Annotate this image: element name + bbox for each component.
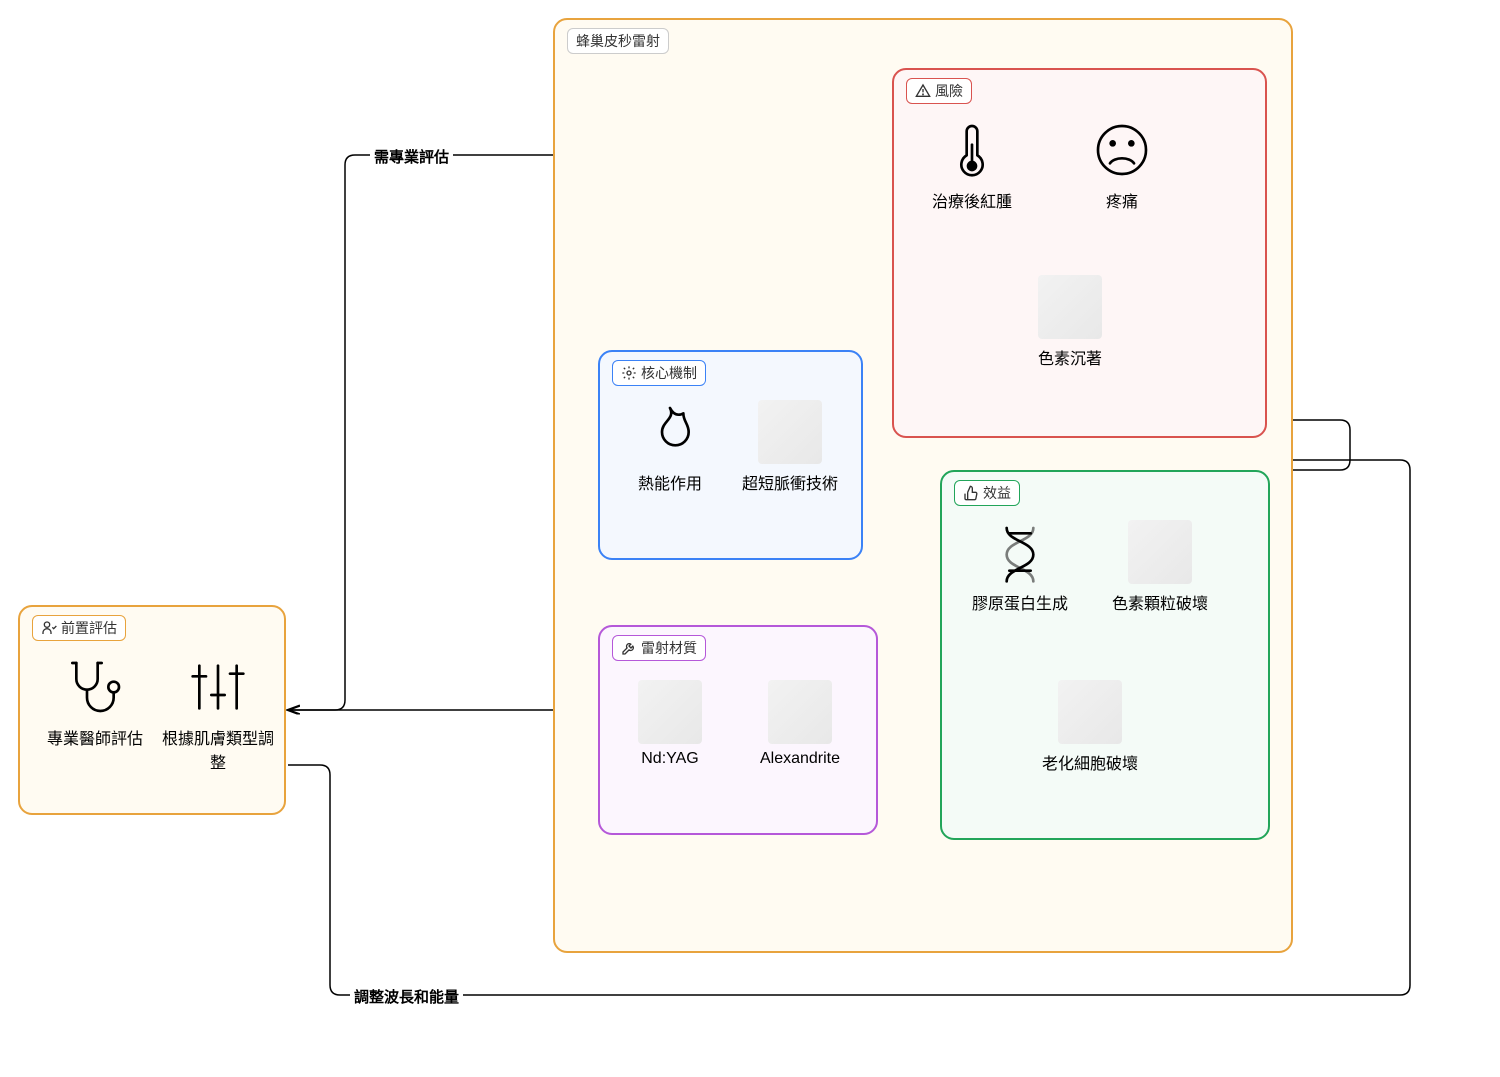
flame-icon — [638, 400, 702, 464]
group-material-label: 雷射材質 — [612, 635, 706, 661]
node-heat: 熱能作用 — [610, 400, 730, 494]
placeholder-icon — [768, 680, 832, 744]
node-label: 熱能作用 — [610, 470, 730, 494]
edge-label-e6: 調整波長和能量 — [350, 986, 463, 1007]
node-doctor_eval: 專業醫師評估 — [35, 655, 155, 749]
node-label: Nd:YAG — [610, 750, 730, 768]
edge-label-e1: 需專業評估 — [370, 146, 453, 167]
group-assessment-label: 前置評估 — [32, 615, 126, 641]
node-label: 疼痛 — [1062, 188, 1182, 212]
placeholder-icon — [1058, 680, 1122, 744]
group-risk-label: 風險 — [906, 78, 972, 104]
node-skin_adjust: 根據肌膚類型調整 — [158, 655, 278, 773]
node-label: 老化細胞破壞 — [1030, 750, 1150, 774]
group-benefit-label: 效益 — [954, 480, 1020, 506]
stethoscope-icon — [63, 655, 127, 719]
node-ndyag: Nd:YAG — [610, 680, 730, 768]
node-aging_break: 老化細胞破壞 — [1030, 680, 1150, 774]
user-check-icon — [41, 620, 57, 636]
placeholder-icon — [1038, 275, 1102, 339]
placeholder-icon — [638, 680, 702, 744]
edge-e4 — [288, 710, 596, 730]
node-label: 色素沉著 — [1010, 345, 1130, 369]
node-collagen: 膠原蛋白生成 — [960, 520, 1080, 614]
warning-icon — [915, 83, 931, 99]
node-label: 色素顆粒破壞 — [1100, 590, 1220, 614]
node-label: Alexandrite — [740, 750, 860, 768]
group-core-label: 核心機制 — [612, 360, 706, 386]
placeholder-icon — [1128, 520, 1192, 584]
thermometer-icon — [940, 118, 1004, 182]
node-pain: 疼痛 — [1062, 118, 1182, 212]
node-pigment_dep: 色素沉著 — [1010, 275, 1130, 369]
node-redness: 治療後紅腫 — [912, 118, 1032, 212]
node-label: 治療後紅腫 — [912, 188, 1032, 212]
dna-icon — [988, 520, 1052, 584]
node-pigment_break: 色素顆粒破壞 — [1100, 520, 1220, 614]
wrench-icon — [621, 640, 637, 656]
thumbs-up-icon — [963, 485, 979, 501]
node-alexandrite: Alexandrite — [740, 680, 860, 768]
sliders-icon — [186, 655, 250, 719]
sad-face-icon — [1090, 118, 1154, 182]
node-label: 膠原蛋白生成 — [960, 590, 1080, 614]
node-label: 專業醫師評估 — [35, 725, 155, 749]
node-label: 超短脈衝技術 — [730, 470, 850, 494]
node-label: 根據肌膚類型調整 — [158, 725, 278, 773]
node-pulse: 超短脈衝技術 — [730, 400, 850, 494]
placeholder-icon — [758, 400, 822, 464]
group-main-label: 蜂巢皮秒雷射 — [567, 28, 669, 54]
gear-icon — [621, 365, 637, 381]
